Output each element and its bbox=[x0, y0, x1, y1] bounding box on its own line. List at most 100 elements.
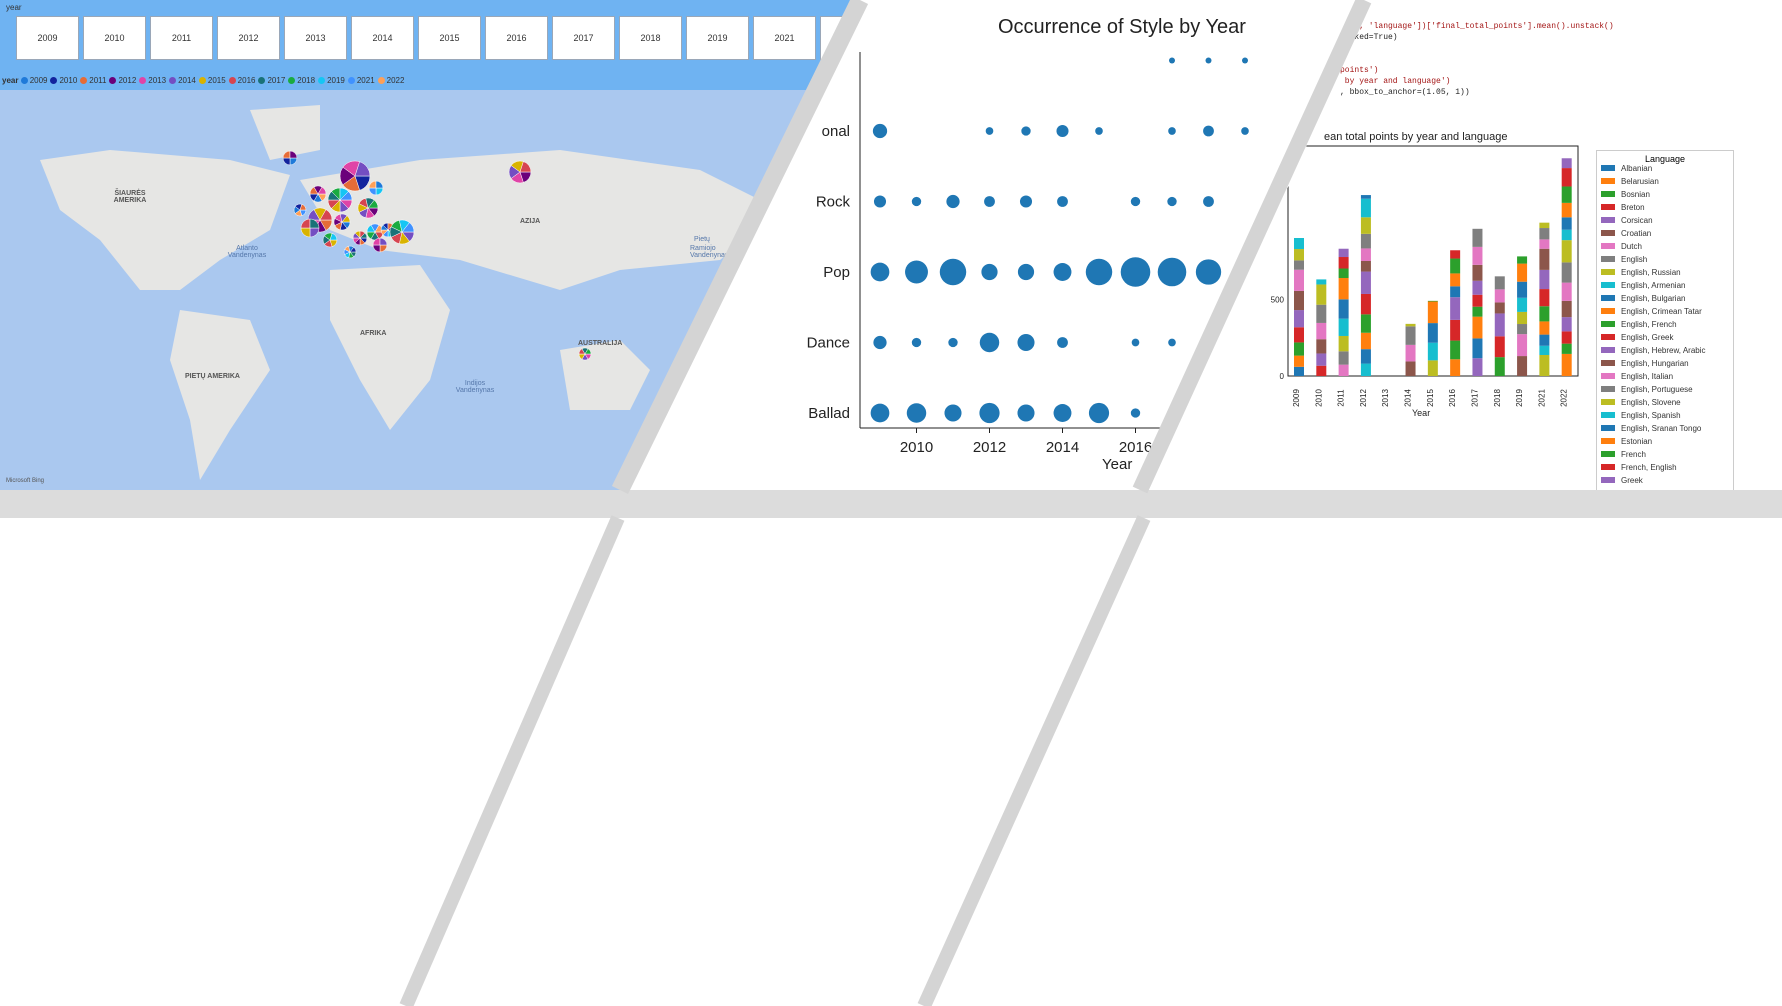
map-legend-item[interactable]: 2009 bbox=[20, 76, 47, 85]
table-row[interactable]: Rock 41 bbox=[784, 576, 883, 590]
table-row[interactable]: Life) Pop 2009 bbox=[420, 548, 704, 562]
genre-legend-item[interactable]: 2014 bbox=[337, 604, 364, 613]
language-legend-item[interactable]: English, Crimean Tatar bbox=[1597, 307, 1733, 320]
table-row[interactable]: This Is Our Night Dance 2009 bbox=[420, 758, 704, 772]
code-cell[interactable]: songs = songs.dropna(subset=['final_plac… bbox=[990, 894, 1762, 1004]
year-slicer-button-2009[interactable]: 2009 bbox=[16, 16, 79, 60]
style-legend-item[interactable]: Rock bbox=[1062, 522, 1089, 531]
genre-slicer-button-2021[interactable]: 2021 bbox=[480, 558, 596, 580]
song-table-header[interactable] bbox=[420, 520, 588, 534]
style-legend-item[interactable]: Ballad bbox=[932, 522, 963, 531]
table-row[interactable]: 2013 Rock 5 bbox=[16, 910, 141, 924]
table-row[interactable]: t s'il fallait le faire Ballad 2009 bbox=[420, 730, 704, 744]
table-row[interactable]: Ballad 2009 bbox=[420, 660, 704, 674]
genre-slicer-button-2016[interactable]: 2016 bbox=[240, 558, 356, 580]
checkbox-icon[interactable] bbox=[790, 755, 802, 767]
language-legend-item[interactable]: Belarusian bbox=[1597, 177, 1733, 190]
table-row[interactable]: Pop 2009 bbox=[420, 576, 704, 590]
table-row[interactable]: 2014 Pop 11 bbox=[16, 966, 141, 980]
table-row[interactable]: 2009 Dance 6 bbox=[16, 616, 141, 630]
language-legend-item[interactable]: English, Italian bbox=[1597, 372, 1733, 385]
table-row[interactable]: Traditional 2009 bbox=[420, 562, 704, 576]
map-legend-item[interactable]: 2010 bbox=[50, 76, 77, 85]
year-slicer-button-2016[interactable]: 2016 bbox=[485, 16, 548, 60]
genre-table-header[interactable]: style bbox=[46, 590, 63, 600]
map-legend-item[interactable]: 2019 bbox=[318, 76, 345, 85]
table-row[interactable]: 2010 Ballad 13 bbox=[16, 672, 141, 686]
map-legend-item[interactable]: 2012 bbox=[109, 76, 136, 85]
year-slicer-button-2017[interactable]: 2017 bbox=[552, 16, 615, 60]
table-row[interactable]: Et Cetera Rock 2009 bbox=[420, 800, 704, 814]
table-row[interactable]: 2012 Dance 13 bbox=[16, 812, 141, 826]
year-checkbox-2015[interactable]: 2015 bbox=[790, 791, 832, 811]
genre-table-header[interactable]: year bbox=[20, 590, 36, 600]
table-row[interactable]: Pop 2009 bbox=[420, 604, 704, 618]
year-slicer-button-2012[interactable]: 2012 bbox=[217, 16, 280, 60]
language-legend-item[interactable]: English, Hungarian bbox=[1597, 359, 1733, 372]
song-table-header[interactable]: style bbox=[592, 522, 609, 532]
table-row[interactable]: 2013 Pop 9 bbox=[16, 896, 141, 910]
language-legend-item[interactable]: French bbox=[1597, 450, 1733, 463]
table-row[interactable]: 2011 Dance 3 bbox=[16, 756, 141, 770]
genre-table[interactable]: year style Genre Count 2009 Ballad 12 2009 Danc… bbox=[16, 588, 164, 980]
table-row[interactable]: se Control Pop 2009 bbox=[420, 716, 704, 730]
year-checkbox-2010[interactable]: 2010 bbox=[790, 691, 832, 711]
table-row[interactable]: Traditional 38 bbox=[784, 590, 883, 604]
language-legend-item[interactable]: Croatian bbox=[1597, 229, 1733, 242]
checkbox-icon[interactable] bbox=[790, 855, 802, 867]
year-slicer-button-2018[interactable]: 2018 bbox=[619, 16, 682, 60]
language-legend-item[interactable]: English, Spanish bbox=[1597, 411, 1733, 424]
checkbox-icon[interactable] bbox=[790, 735, 802, 747]
year-slicer-button-2014[interactable]: 2014 bbox=[351, 16, 414, 60]
language-legend-item[interactable]: English, French bbox=[1597, 320, 1733, 333]
year-slicer-button-2011[interactable]: 2011 bbox=[150, 16, 213, 60]
table-row[interactable]: 2009 Pop 12 bbox=[16, 630, 141, 644]
language-legend-item[interactable]: English, Hebrew, Arabic bbox=[1597, 346, 1733, 359]
table-row[interactable]: 2010 Rock 3 bbox=[16, 714, 141, 728]
genre-legend-item[interactable]: 2013 bbox=[307, 604, 334, 613]
checkbox-icon[interactable] bbox=[790, 835, 802, 847]
year-slicer-button-2022[interactable]: 2022 bbox=[820, 16, 860, 60]
table-row[interactable]: Is It True? Ballad 2009 bbox=[420, 786, 704, 800]
language-legend-item[interactable]: Bosnian bbox=[1597, 190, 1733, 203]
table-row[interactable]: 2013 Ballad 10 bbox=[16, 868, 141, 882]
year-checkbox-2022[interactable]: 2022 bbox=[790, 911, 832, 931]
year-checkbox-2011[interactable]: 2011 bbox=[790, 711, 832, 731]
genre-slicer-button-2019[interactable]: 2019 bbox=[480, 532, 596, 554]
map-legend-item[interactable]: 2011 bbox=[80, 76, 106, 85]
language-legend-item[interactable]: English, Russian bbox=[1597, 268, 1733, 281]
table-row[interactable]: 2010 Dance 3 bbox=[16, 686, 141, 700]
year-checkbox-2013[interactable]: 2013 bbox=[790, 751, 832, 771]
table-row[interactable]: Pop 252 bbox=[784, 534, 883, 548]
table-row[interactable]: 2014 Ballad 11 bbox=[16, 938, 141, 952]
checkbox-icon[interactable] bbox=[790, 795, 802, 807]
table-row[interactable]: dajad Ballad 2009 bbox=[420, 702, 704, 716]
table-row[interactable]: The Balkan Girls Dance 2009 bbox=[420, 968, 704, 982]
language-legend-item[interactable]: Dutch bbox=[1597, 242, 1733, 255]
year-checkbox-2014[interactable]: 2014 bbox=[790, 771, 832, 791]
genre-legend-item[interactable]: 2017 bbox=[426, 604, 453, 613]
map-legend-item[interactable]: 2017 bbox=[258, 76, 285, 85]
table-row[interactable]: 2011 Ballad 10 bbox=[16, 742, 141, 756]
map-legend-item[interactable]: 2021 bbox=[347, 76, 375, 85]
year-checkbox-2016[interactable]: 2016 bbox=[790, 811, 832, 831]
year-checkbox-2012[interactable]: 2012 bbox=[790, 731, 832, 751]
language-legend-item[interactable]: Breton bbox=[1597, 203, 1733, 216]
year-slicer-button-2015[interactable]: 2015 bbox=[418, 16, 481, 60]
table-row[interactable]: Fairytale Traditional 2009 bbox=[420, 926, 704, 940]
year-checkbox-2017[interactable]: 2017 bbox=[790, 831, 832, 851]
table-row[interactable]: 2010 Traditional 2 bbox=[16, 728, 141, 742]
map-legend-item[interactable]: 2016 bbox=[228, 76, 255, 85]
table-row[interactable]: There Must Be Another Way Pop 2009 bbox=[420, 814, 704, 828]
genre-slicer-button-2014[interactable]: 2014 bbox=[120, 558, 236, 580]
table-row[interactable]: 2011 Rock 6 bbox=[16, 784, 141, 798]
genre-legend-item[interactable]: 2019 bbox=[486, 604, 513, 613]
language-legend-item[interactable]: English bbox=[1597, 255, 1733, 268]
genre-legend-item[interactable]: 2012 bbox=[277, 604, 304, 613]
table-row[interactable]: Love Ballad 2009 bbox=[420, 842, 704, 856]
table-row[interactable]: 2014 Dance 4 bbox=[16, 952, 141, 966]
song-table-header[interactable]: year bbox=[650, 522, 666, 532]
table-row[interactable]: Ballad 2009 bbox=[420, 618, 704, 632]
year-slicer-button-2019[interactable]: 2019 bbox=[686, 16, 749, 60]
genre-slicer-button-2013[interactable]: 2013 bbox=[120, 532, 236, 554]
